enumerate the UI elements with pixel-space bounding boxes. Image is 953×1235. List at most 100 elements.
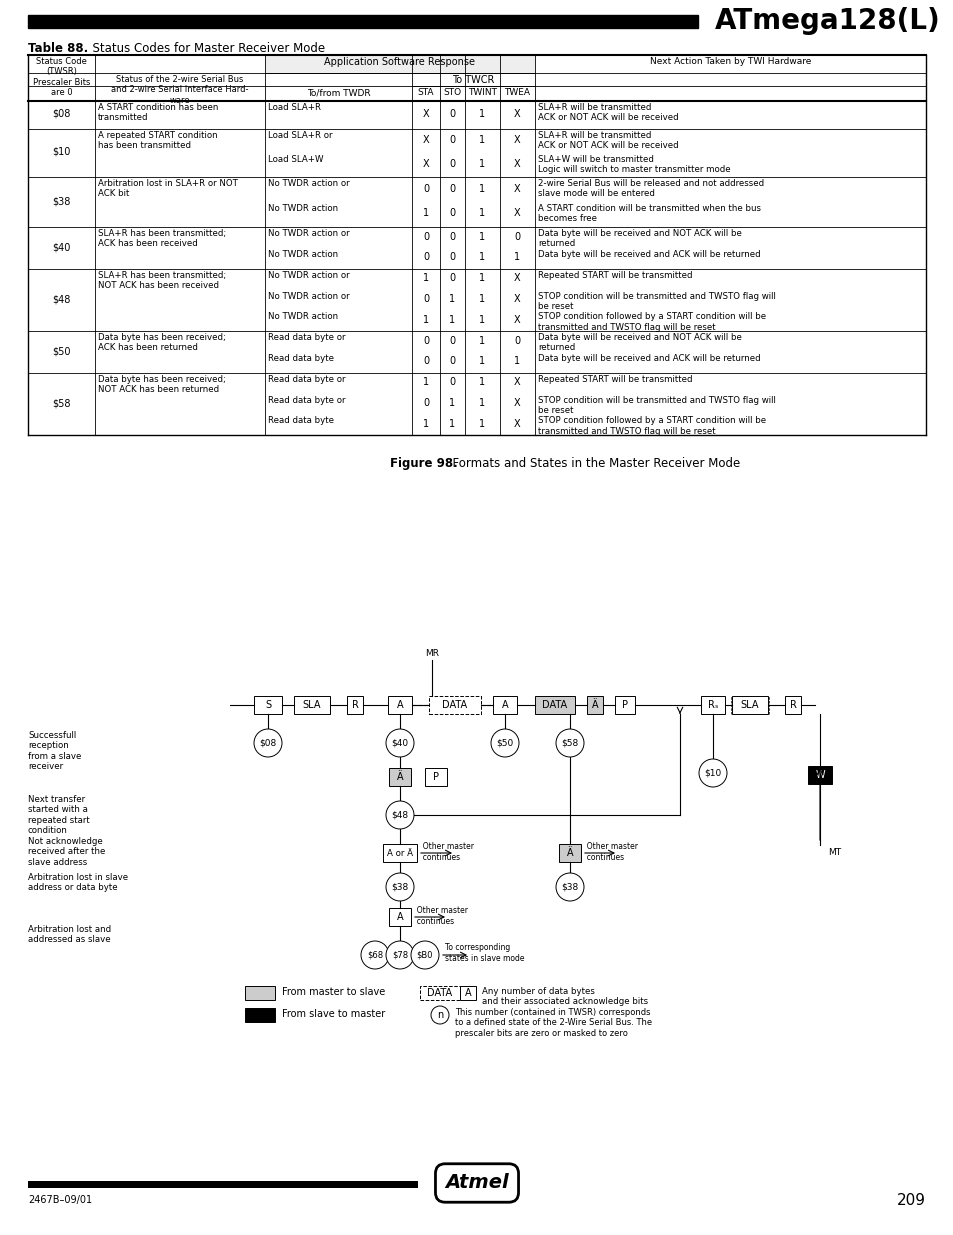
Text: SLA+W will be transmitted
Logic will switch to master transmitter mode: SLA+W will be transmitted Logic will swi… <box>537 156 730 174</box>
Text: $38: $38 <box>560 883 578 892</box>
Text: Formats and States in the Master Receiver Mode: Formats and States in the Master Receive… <box>444 457 740 471</box>
Text: 0: 0 <box>422 294 429 304</box>
Text: P: P <box>433 772 438 782</box>
Text: Status of the 2-wire Serial Bus
and 2-wire Serial Interface Hard-
ware: Status of the 2-wire Serial Bus and 2-wi… <box>112 75 249 105</box>
Text: 209: 209 <box>896 1193 925 1208</box>
Text: A START condition has been
transmitted: A START condition has been transmitted <box>98 103 218 122</box>
Circle shape <box>386 941 414 969</box>
Text: 0: 0 <box>422 231 429 242</box>
Circle shape <box>360 941 389 969</box>
Text: $58: $58 <box>560 739 578 747</box>
Text: R: R <box>352 700 358 710</box>
Text: X: X <box>422 159 429 169</box>
FancyBboxPatch shape <box>429 697 480 714</box>
Text: $58: $58 <box>52 398 71 408</box>
Text: Read data byte: Read data byte <box>268 354 334 363</box>
Text: DATA: DATA <box>442 700 467 710</box>
Text: A START condition will be transmitted when the bus
becomes free: A START condition will be transmitted wh… <box>537 204 760 224</box>
Text: To TWCR: To TWCR <box>452 75 495 85</box>
Text: 0: 0 <box>514 336 520 346</box>
Text: $10: $10 <box>52 147 71 157</box>
Text: No TWDR action: No TWDR action <box>268 312 337 321</box>
Text: 0: 0 <box>449 273 456 283</box>
Text: STOP condition will be transmitted and TWSTO flag will
be reset: STOP condition will be transmitted and T… <box>537 291 775 311</box>
Text: 1: 1 <box>422 378 429 388</box>
Text: Repeated START will be transmitted: Repeated START will be transmitted <box>537 270 692 280</box>
Text: X: X <box>514 159 520 169</box>
Circle shape <box>386 729 414 757</box>
Text: $10: $10 <box>703 768 720 778</box>
Text: STA: STA <box>417 88 434 98</box>
Text: 0: 0 <box>449 357 456 367</box>
Text: X: X <box>514 378 520 388</box>
Text: Rₛ: Rₛ <box>707 700 718 710</box>
Text: $68: $68 <box>367 951 383 960</box>
Text: $40: $40 <box>52 242 71 252</box>
FancyBboxPatch shape <box>807 766 831 784</box>
Text: 0: 0 <box>449 378 456 388</box>
Text: No TWDR action or: No TWDR action or <box>268 228 349 238</box>
Text: X: X <box>422 109 429 119</box>
FancyBboxPatch shape <box>535 697 575 714</box>
Text: To corresponding
states in slave mode: To corresponding states in slave mode <box>444 944 524 963</box>
Text: 0: 0 <box>422 336 429 346</box>
Text: From master to slave: From master to slave <box>282 987 385 997</box>
Text: 0: 0 <box>422 357 429 367</box>
Text: Data byte will be received and NOT ACK will be
returned: Data byte will be received and NOT ACK w… <box>537 333 741 352</box>
Text: Arbitration lost and
addressed as slave: Arbitration lost and addressed as slave <box>28 925 111 945</box>
Text: 0: 0 <box>449 336 456 346</box>
FancyBboxPatch shape <box>784 697 801 714</box>
Text: A or Ä: A or Ä <box>387 848 413 857</box>
Text: STOP condition followed by a START condition will be
transmitted and TWSTO flag : STOP condition followed by a START condi… <box>537 416 765 436</box>
Text: P: P <box>621 700 627 710</box>
Text: Data byte has been received;
NOT ACK has been returned: Data byte has been received; NOT ACK has… <box>98 375 226 394</box>
Text: 1: 1 <box>422 273 429 283</box>
Text: $48: $48 <box>391 810 408 820</box>
Text: Application Software Response: Application Software Response <box>324 57 475 67</box>
Circle shape <box>699 760 726 787</box>
Bar <box>245 1008 274 1023</box>
Text: S: S <box>265 700 271 710</box>
Text: 0: 0 <box>422 398 429 408</box>
Circle shape <box>386 802 414 829</box>
Text: Load SLA+R or: Load SLA+R or <box>268 131 333 140</box>
Text: 1: 1 <box>479 209 485 219</box>
Text: SLA: SLA <box>740 700 759 710</box>
Text: A: A <box>396 911 403 923</box>
FancyBboxPatch shape <box>253 697 282 714</box>
Text: 1: 1 <box>479 398 485 408</box>
Text: 1: 1 <box>479 252 485 263</box>
Text: 0: 0 <box>449 231 456 242</box>
Text: TWINT: TWINT <box>468 88 497 98</box>
FancyBboxPatch shape <box>731 697 767 714</box>
Text: STO: STO <box>443 88 461 98</box>
Text: 0: 0 <box>449 209 456 219</box>
Text: X: X <box>514 398 520 408</box>
Text: ATmega128(L): ATmega128(L) <box>714 7 940 35</box>
Text: Next transfer
started with a
repeated start
condition: Next transfer started with a repeated st… <box>28 795 90 835</box>
Text: 1: 1 <box>479 336 485 346</box>
Circle shape <box>386 873 414 902</box>
Text: DATA: DATA <box>542 700 567 710</box>
Text: Successfull
reception
from a slave
receiver: Successfull reception from a slave recei… <box>28 731 81 771</box>
Text: 1: 1 <box>479 315 485 325</box>
Text: 1: 1 <box>514 357 520 367</box>
FancyBboxPatch shape <box>700 697 724 714</box>
Text: STOP condition followed by a START condition will be
transmitted and TWSTO flag : STOP condition followed by a START condi… <box>537 312 765 332</box>
Text: 0: 0 <box>449 109 456 119</box>
Text: 0: 0 <box>514 231 520 242</box>
Text: 2-wire Serial Bus will be released and not addressed
slave mode will be entered: 2-wire Serial Bus will be released and n… <box>537 179 763 199</box>
Text: 0: 0 <box>422 184 429 194</box>
Text: $08: $08 <box>52 109 71 119</box>
Text: $50: $50 <box>52 346 71 356</box>
Text: 1: 1 <box>479 109 485 119</box>
Text: 1: 1 <box>449 294 456 304</box>
Text: 0: 0 <box>449 252 456 263</box>
Bar <box>28 15 698 28</box>
Text: To/from TWDR: To/from TWDR <box>306 88 370 98</box>
Text: 1: 1 <box>479 159 485 169</box>
Text: A: A <box>501 700 508 710</box>
Text: Not acknowledge
received after the
slave address: Not acknowledge received after the slave… <box>28 837 105 867</box>
FancyBboxPatch shape <box>493 697 517 714</box>
Text: Other master
  continues: Other master continues <box>412 906 468 926</box>
